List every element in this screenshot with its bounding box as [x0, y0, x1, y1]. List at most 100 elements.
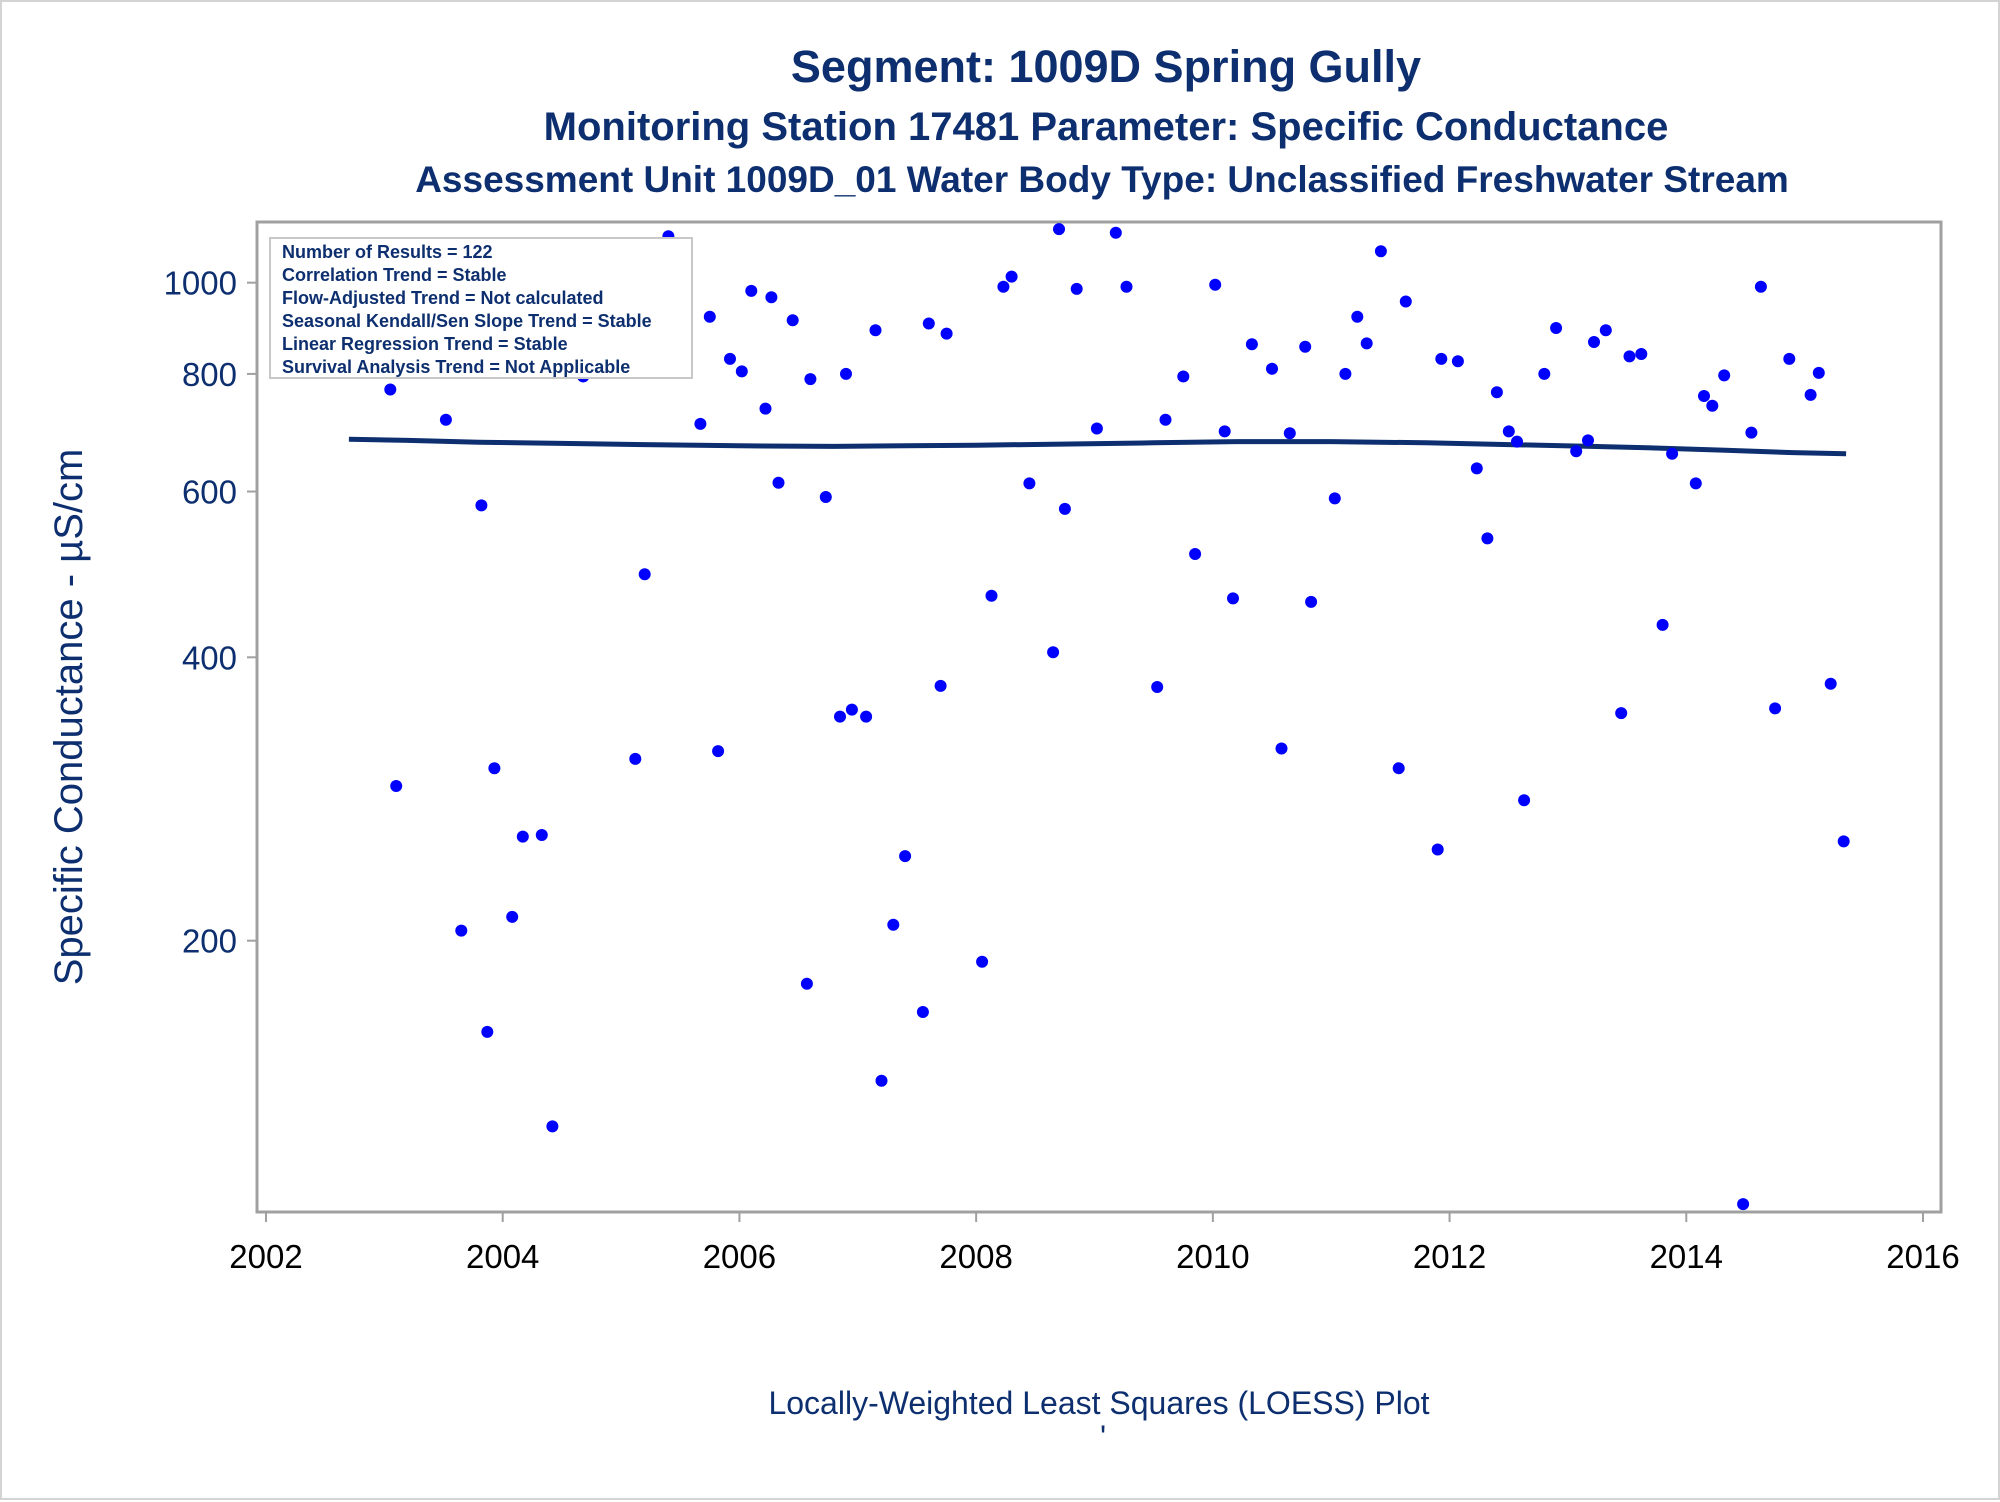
y-axis: 200 400 600 800 1000	[164, 265, 257, 960]
data-point	[1623, 350, 1636, 363]
data-point	[1689, 477, 1702, 490]
data-point	[845, 703, 858, 716]
data-point	[1351, 310, 1364, 323]
data-point	[1435, 352, 1448, 365]
data-point	[834, 710, 846, 723]
data-point	[1120, 280, 1133, 293]
data-point	[940, 327, 953, 340]
data-point	[1275, 742, 1288, 755]
data-point	[976, 955, 989, 968]
loess-layer	[348, 436, 1847, 457]
data-point	[1209, 278, 1222, 291]
data-point	[922, 317, 935, 330]
data-point	[804, 373, 817, 386]
data-point	[1481, 532, 1494, 545]
data-point	[819, 491, 832, 503]
data-point	[1783, 352, 1796, 365]
data-point	[390, 780, 403, 792]
data-point	[488, 762, 501, 775]
x-tick-label: 2004	[466, 1238, 539, 1275]
y-axis-label: Specific Conductance - µS/cm	[47, 449, 91, 986]
data-point	[997, 280, 1010, 293]
data-point	[1824, 677, 1837, 690]
chart-title: Segment: 1009D Spring Gully	[791, 41, 1421, 92]
data-point	[1299, 340, 1312, 353]
y-tick-label: 400	[182, 639, 237, 676]
footnote-mark: '	[1100, 1419, 1106, 1455]
chart-subtitle-2: Assessment Unit 1009D_01 Water Body Type…	[415, 159, 1789, 200]
data-point	[1666, 447, 1679, 460]
data-point	[1837, 835, 1850, 848]
data-point	[860, 710, 873, 723]
data-point	[985, 589, 998, 602]
data-point	[800, 977, 813, 990]
data-point	[916, 1006, 929, 1018]
data-point	[1490, 386, 1503, 399]
data-point	[1305, 595, 1318, 608]
data-point	[1518, 794, 1531, 807]
data-point	[899, 850, 912, 863]
data-point	[475, 499, 488, 512]
data-point	[546, 1120, 559, 1133]
data-point	[712, 745, 725, 758]
data-point	[1656, 618, 1669, 631]
data-point	[1706, 399, 1719, 412]
data-point	[1374, 245, 1387, 258]
data-point	[1109, 226, 1122, 239]
chart-subtitle: Monitoring Station 17481 Parameter: Spec…	[544, 105, 1669, 149]
x-tick-label: 2016	[1886, 1238, 1959, 1275]
stats-legend-line: Correlation Trend = Stable	[282, 265, 507, 285]
y-tick-label: 200	[182, 923, 237, 960]
x-tick-label: 2006	[703, 1238, 776, 1275]
data-point	[1812, 366, 1825, 379]
data-point	[1538, 367, 1551, 380]
data-point	[724, 352, 736, 365]
x-tick-label: 2010	[1176, 1238, 1249, 1275]
data-point	[1070, 282, 1083, 295]
data-point	[1754, 280, 1767, 293]
data-point	[765, 291, 778, 304]
y-tick-label: 1000	[164, 265, 237, 302]
data-point	[1047, 646, 1060, 659]
data-point	[1328, 492, 1341, 505]
data-point	[439, 413, 452, 426]
footnote: Locally-Weighted Least Squares (LOESS) P…	[768, 1385, 1429, 1421]
data-point	[1635, 348, 1648, 360]
data-point	[1177, 370, 1190, 383]
data-point	[786, 314, 799, 327]
data-point	[1339, 367, 1352, 380]
data-point	[887, 918, 900, 931]
data-point	[1360, 337, 1373, 350]
data-point	[1582, 434, 1594, 447]
data-point	[1159, 413, 1172, 426]
x-axis: 2002 2004 2006 2008 2010 2012 2014 2016	[229, 1212, 1960, 1275]
data-point	[1090, 422, 1103, 435]
data-point	[840, 367, 852, 380]
data-point	[934, 679, 947, 692]
data-point	[1053, 223, 1065, 236]
stats-legend-box: Number of Results = 122 Correlation Trend…	[269, 237, 693, 379]
data-point	[1431, 843, 1444, 856]
plot-area-border	[255, 220, 1943, 1214]
data-point	[1599, 324, 1612, 337]
data-point	[1058, 502, 1071, 515]
data-point	[735, 365, 748, 378]
data-point	[1502, 425, 1515, 438]
x-tick-label: 2014	[1650, 1238, 1723, 1275]
data-point	[1023, 477, 1036, 490]
data-point	[1470, 462, 1483, 475]
data-point	[535, 829, 548, 841]
data-point	[1218, 425, 1231, 438]
data-point	[1745, 426, 1758, 439]
data-point	[1511, 435, 1523, 448]
data-point	[506, 910, 519, 923]
data-point	[1227, 592, 1239, 605]
data-point	[516, 830, 529, 843]
stats-legend-line: Number of Results = 122	[282, 242, 493, 262]
data-point	[1737, 1198, 1750, 1211]
data-point	[1615, 707, 1628, 720]
data-point	[1005, 270, 1018, 283]
data-point	[1399, 295, 1412, 308]
